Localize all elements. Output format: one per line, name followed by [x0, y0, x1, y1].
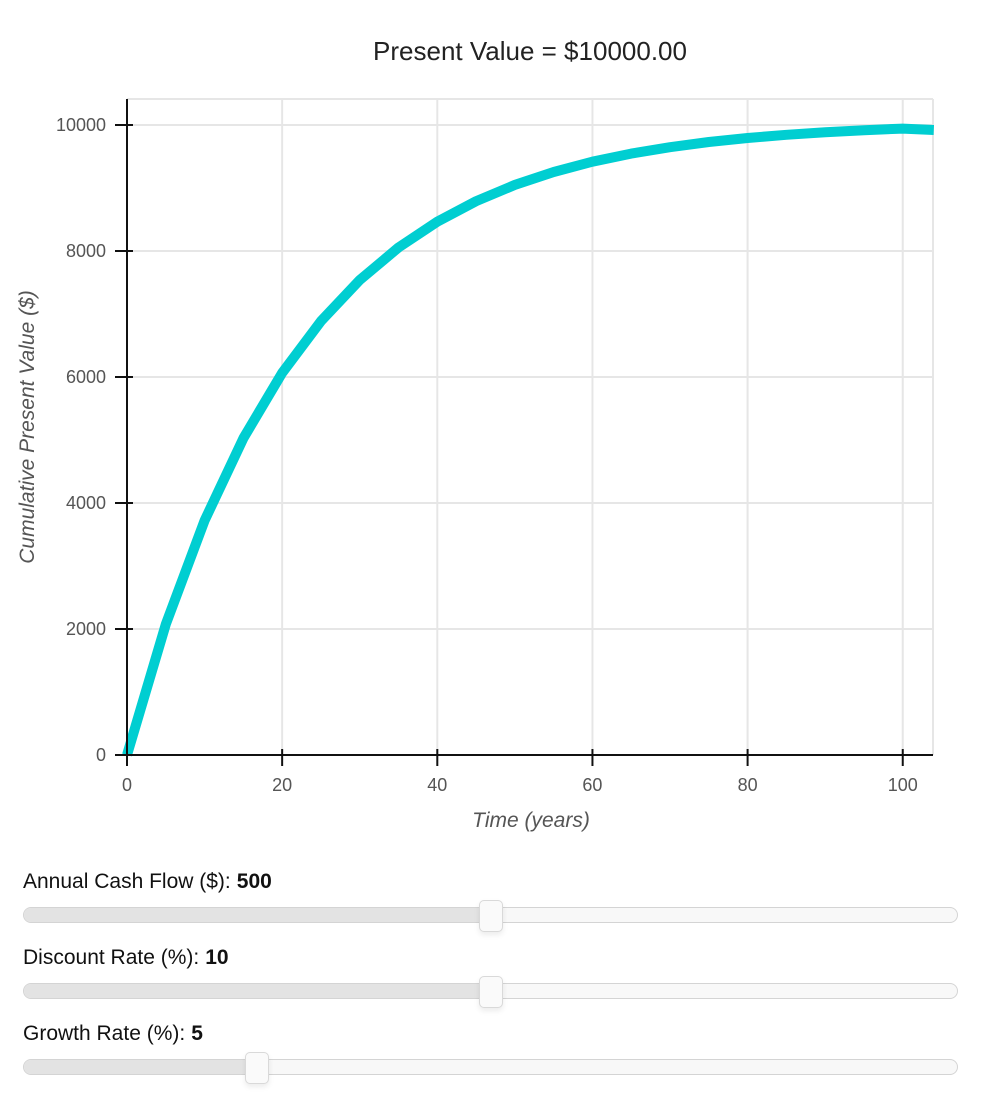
slider-handle[interactable] [479, 900, 503, 932]
pv-chart: Present Value = $10000.00 0 20 40 60 80 100 0… [16, 36, 935, 832]
y-tick-label: 6000 [66, 367, 106, 387]
growth-rate-label: Growth Rate (%): [23, 1022, 186, 1045]
x-tick-label: 40 [427, 775, 447, 795]
chart-title: Present Value = $10000.00 [373, 36, 687, 66]
x-axis-label: Time (years) [472, 809, 590, 832]
growth-rate-control: Growth Rate (%): 5 [23, 1018, 960, 1094]
x-tick-label: 20 [272, 775, 292, 795]
plot-frame [127, 98, 934, 755]
series-line [122, 123, 935, 757]
y-tick-label: 4000 [66, 493, 106, 513]
slider-fill [24, 1060, 257, 1074]
discount-rate-label: Discount Rate (%): [23, 946, 200, 969]
y-tick-label: 10000 [56, 115, 106, 135]
slider-handle[interactable] [245, 1052, 269, 1084]
growth-rate-value: 5 [191, 1022, 203, 1045]
annual-cash-flow-control: Annual Cash Flow ($): 500 [23, 866, 960, 942]
x-axis-ticks: 0 20 40 60 80 100 [122, 749, 918, 795]
discount-rate-slider[interactable] [23, 976, 958, 1008]
y-tick-label: 8000 [66, 241, 106, 261]
annual-cash-flow-slider[interactable] [23, 900, 958, 932]
slider-fill [24, 984, 491, 998]
y-axis-ticks: 0 2000 4000 6000 8000 10000 [56, 115, 133, 765]
controls-panel: Annual Cash Flow ($): 500 Discount Rate (… [23, 866, 960, 1094]
y-tick-label: 2000 [66, 619, 106, 639]
x-tick-label: 0 [122, 775, 132, 795]
y-axis-label: Cumulative Present Value ($) [16, 290, 39, 564]
x-tick-label: 60 [582, 775, 602, 795]
discount-rate-value: 10 [205, 946, 229, 969]
slider-handle[interactable] [479, 976, 503, 1008]
x-tick-label: 100 [888, 775, 918, 795]
x-tick-label: 80 [738, 775, 758, 795]
annual-cash-flow-label: Annual Cash Flow ($): [23, 870, 231, 893]
annual-cash-flow-value: 500 [236, 870, 272, 893]
grid-lines [127, 99, 933, 755]
growth-rate-slider[interactable] [23, 1052, 958, 1084]
y-tick-label: 0 [96, 745, 106, 765]
axes [115, 99, 933, 760]
discount-rate-control: Discount Rate (%): 10 [23, 942, 960, 1018]
slider-fill [24, 908, 491, 922]
